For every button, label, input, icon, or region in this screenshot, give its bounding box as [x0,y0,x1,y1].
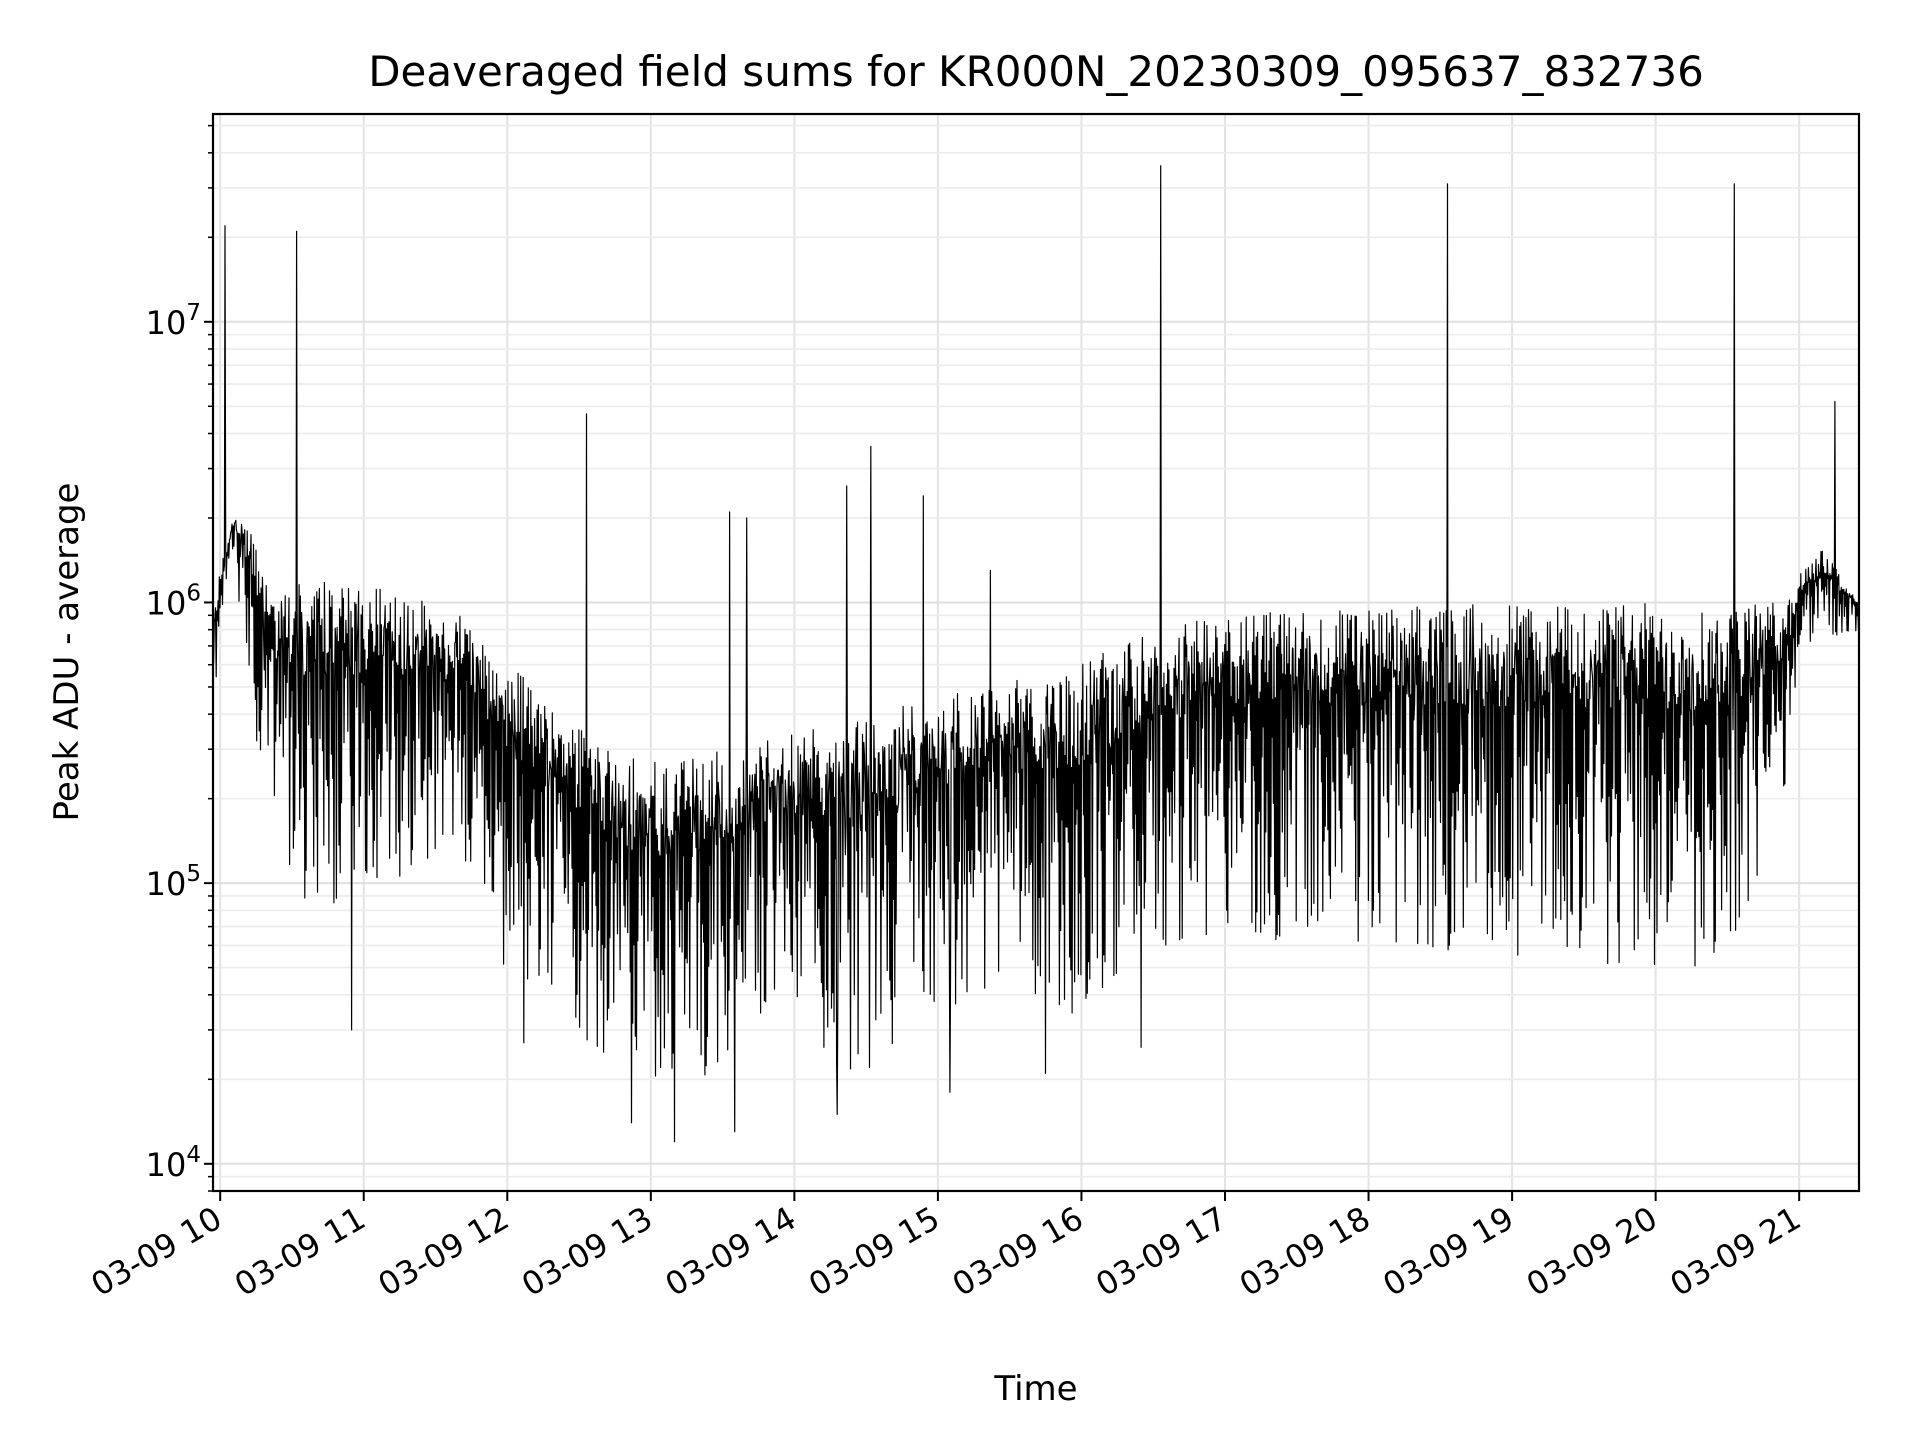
x-axis-label: Time [993,1369,1077,1409]
series-line [213,165,1859,1143]
y-tick-label: 107 [146,300,201,342]
y-axis: 104 105 106 107 [146,124,213,1192]
y-tick-label: 106 [146,580,201,622]
chart-title: Deaveraged field sums for KR000N_2023030… [368,47,1704,96]
y-axis-label: Peak ADU - average [47,483,87,822]
axes-frame [211,112,1861,1193]
y-tick-label: 105 [146,861,201,903]
y-tick-label: 104 [146,1142,201,1184]
